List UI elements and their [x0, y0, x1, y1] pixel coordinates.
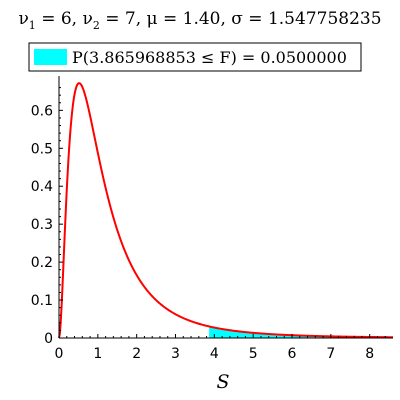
legend-swatch	[34, 49, 67, 65]
nu2-symbol: ν	[82, 9, 92, 29]
legend: P(3.865968853 ≤ F) = 0.0500000	[28, 42, 362, 72]
x-tick-label: 1	[93, 346, 102, 362]
mu-symbol: μ	[147, 9, 158, 29]
axes: 0 1 2 3 4 5 6 7 8 0 0.1 0.2 0.3 0.4 0.5 0.6	[31, 76, 393, 362]
x-tick-label: 6	[288, 346, 297, 362]
x-tick-label: 7	[326, 346, 335, 362]
y-tick-label: 0.4	[31, 179, 53, 195]
y-tick-label: 0.6	[31, 103, 53, 119]
x-tick-label: 2	[132, 346, 141, 362]
x-tick-label: 5	[249, 346, 258, 362]
nu2-value: = 7,	[100, 9, 147, 29]
density-curve	[58, 82, 394, 339]
nu1-symbol: ν	[18, 9, 28, 29]
x-tick-label: 4	[210, 346, 219, 362]
nu1-subscript: 1	[29, 19, 36, 32]
nu2-subscript: 2	[93, 19, 100, 32]
legend-label: P(3.865968853 ≤ F) = 0.0500000	[72, 48, 347, 67]
legend-frame	[28, 42, 362, 72]
y-tick-label: 0	[44, 331, 53, 347]
x-tick-label: 3	[171, 346, 180, 362]
sigma-value: = 1.547758235	[243, 9, 382, 29]
mu-value: = 1.40,	[158, 9, 232, 29]
y-tick-label: 0.3	[31, 217, 53, 233]
shaded-tail-area	[209, 326, 393, 338]
y-tick-label: 0.2	[31, 255, 53, 271]
x-tick-label: 8	[365, 346, 374, 362]
x-tick-label: 0	[55, 346, 64, 362]
sigma-symbol: σ	[231, 9, 243, 29]
chart-title: ν1 = 6, ν2 = 7, μ = 1.40, σ = 1.54775823…	[18, 9, 381, 32]
y-tick-label: 0.1	[31, 293, 53, 309]
nu1-value: = 6,	[36, 9, 83, 29]
y-tick-label: 0.5	[31, 141, 53, 157]
density-curve-layer	[58, 82, 394, 339]
x-axis-label: S	[216, 371, 229, 393]
shaded-tail-region-layer	[209, 326, 393, 338]
